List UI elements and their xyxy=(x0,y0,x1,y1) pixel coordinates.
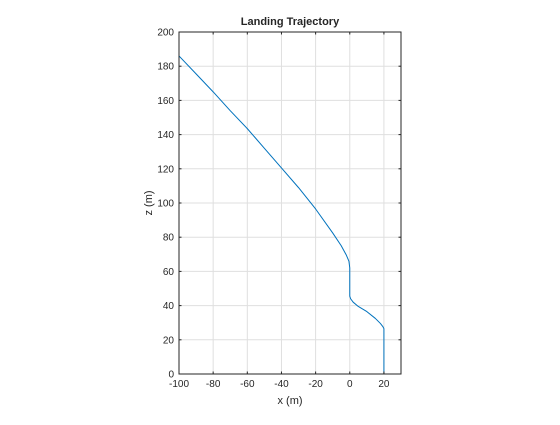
y-tick-label: 80 xyxy=(163,233,175,244)
y-tick-label: 140 xyxy=(157,130,174,141)
y-tick-label: 120 xyxy=(157,164,174,175)
trajectory-line xyxy=(178,55,385,374)
x-tick-label: -40 xyxy=(274,379,289,390)
x-tick-label: 0 xyxy=(347,379,353,390)
y-tick-label: 160 xyxy=(157,96,174,107)
x-tick-label: -20 xyxy=(308,379,323,390)
y-tick-label: 60 xyxy=(163,267,175,278)
y-tick-label: 20 xyxy=(163,335,175,346)
chart-title: Landing Trajectory xyxy=(241,16,340,28)
x-tick-label: 20 xyxy=(378,379,390,390)
y-axis-label: z (m) xyxy=(143,190,155,215)
y-tick-label: 40 xyxy=(163,301,175,312)
x-axis-label: x (m) xyxy=(277,395,302,407)
ticks: -100 -80 -60 -40 -20 0 20020406080100120140160… xyxy=(157,28,401,390)
x-tick-label: -60 xyxy=(240,379,255,390)
y-tick-label: 0 xyxy=(168,370,174,381)
x-tick-label: -100 xyxy=(169,379,189,390)
y-tick-label: 200 xyxy=(157,28,174,39)
x-tick-label: -80 xyxy=(206,379,221,390)
y-tick-label: 100 xyxy=(157,199,174,210)
series-layer xyxy=(178,55,385,374)
y-tick-label: 180 xyxy=(157,62,174,73)
